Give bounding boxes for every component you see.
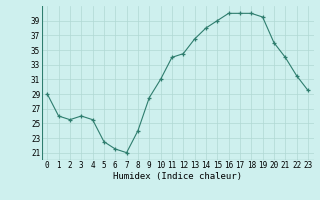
X-axis label: Humidex (Indice chaleur): Humidex (Indice chaleur) <box>113 172 242 181</box>
